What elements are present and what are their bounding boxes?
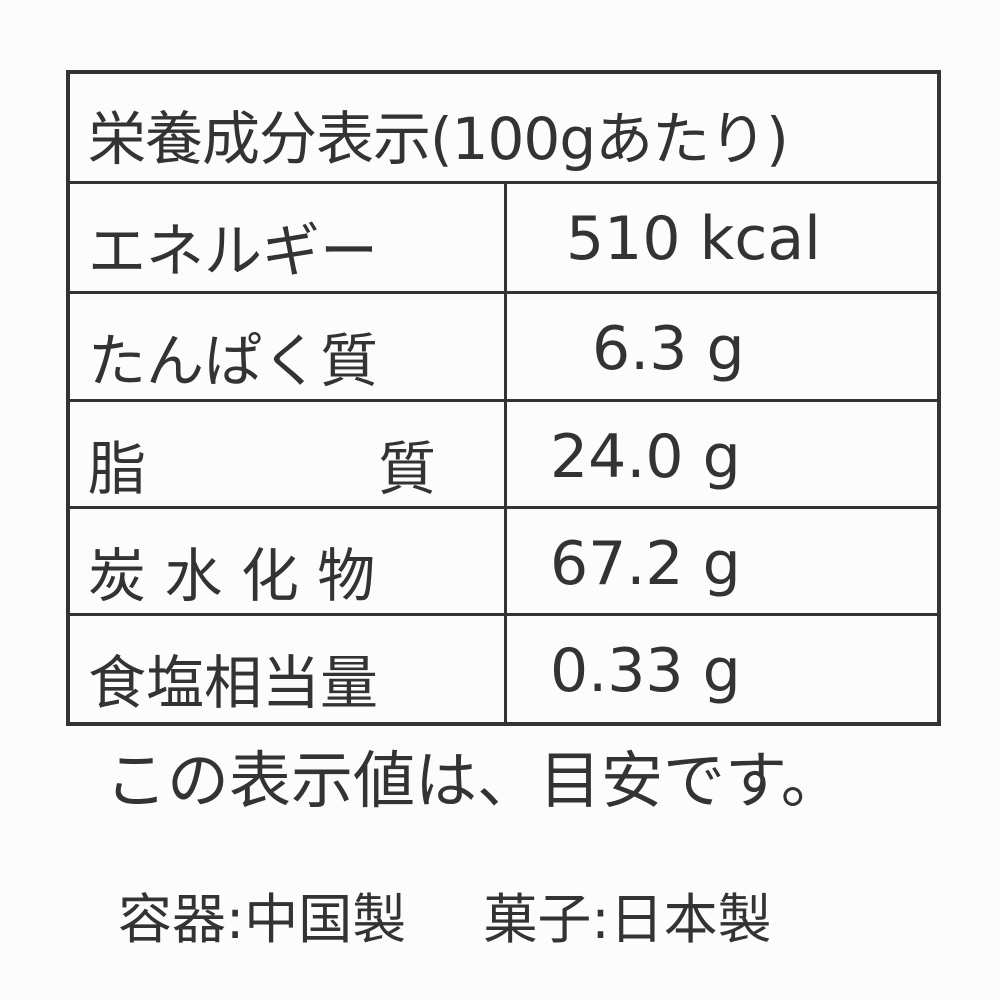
row-value: 67.2 g [550, 529, 741, 599]
row-value: 24.0 g [550, 422, 741, 492]
nutrition-table: 栄養成分表示(100gあたり) エネルギー 510 kcal たんぱく質 6.3… [66, 70, 941, 726]
column-divider [504, 509, 507, 613]
row-label: 炭 水 化 物 [88, 542, 376, 610]
container-origin: 容器:中国製 [118, 888, 407, 951]
confection-origin: 菓子:日本製 [483, 888, 772, 951]
row-value: 510 kcal [566, 204, 821, 274]
row-label: 食塩相当量 [88, 649, 379, 717]
nutrition-table-header: 栄養成分表示(100gあたり) [70, 74, 937, 184]
column-divider [504, 294, 507, 399]
table-row: 食塩相当量 0.33 g [70, 616, 937, 722]
row-value: 0.33 g [550, 636, 741, 706]
disclaimer-note: この表示値は、目安です。 [105, 744, 843, 817]
table-row: エネルギー 510 kcal [70, 184, 937, 294]
column-divider [504, 402, 507, 506]
row-value: 6.3 g [592, 314, 745, 384]
row-label: 脂 質 [88, 435, 437, 503]
table-row: 脂 質 24.0 g [70, 402, 937, 509]
row-label: たんぱく質 [88, 327, 379, 395]
column-divider [504, 184, 507, 291]
row-label: エネルギー [88, 217, 379, 285]
column-divider [504, 616, 507, 722]
origin-info: 容器:中国製 菓子:日本製 [118, 875, 832, 954]
table-row: たんぱく質 6.3 g [70, 294, 937, 402]
table-title: 栄養成分表示(100gあたり) [88, 105, 789, 173]
table-row: 炭 水 化 物 67.2 g [70, 509, 937, 616]
